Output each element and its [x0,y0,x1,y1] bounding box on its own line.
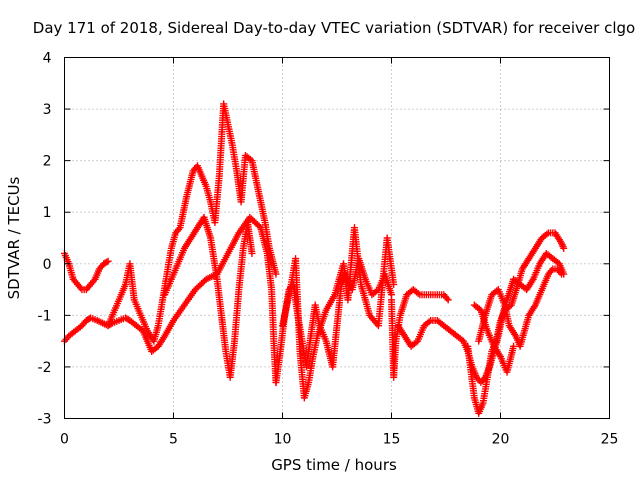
data-point [103,258,111,266]
x-tick-label: 5 [169,432,178,448]
x-tick-label: 10 [274,432,292,448]
y-tick-label: -3 [38,412,52,428]
data-points [61,100,568,417]
y-tick-label: 4 [43,51,52,67]
data-point [558,270,566,278]
y-axis-label: SDTVAR / TECUs [5,176,23,299]
data-point [255,222,263,230]
y-tick-label: 1 [43,205,52,221]
data-point [510,342,518,350]
x-tick-label: 20 [492,432,510,448]
data-point [444,296,452,304]
x-tick-label: 0 [60,432,69,448]
grid-lines [64,57,610,419]
data-point [560,244,568,252]
tick-marks [64,57,610,419]
y-tick-label: 3 [43,102,52,118]
data-point [104,257,112,265]
y-tick-label: 0 [43,257,52,273]
y-tick-label: -2 [38,360,52,376]
x-tick-labels: 0 5 10 15 20 25 [60,432,618,448]
data-point [272,270,280,278]
y-tick-label: -1 [38,308,52,324]
plot-frame [64,57,610,419]
y-tick-labels: 4 3 2 1 0 -1 -2 -3 [38,51,52,428]
x-tick-label: 25 [601,432,619,448]
x-axis-label: GPS time / hours [271,456,397,474]
x-tick-label: 15 [383,432,401,448]
y-tick-label: 2 [43,154,52,170]
data-point [390,280,398,288]
data-point [248,249,256,257]
chart-title: Day 171 of 2018, Sidereal Day-to-day VTE… [33,19,635,37]
